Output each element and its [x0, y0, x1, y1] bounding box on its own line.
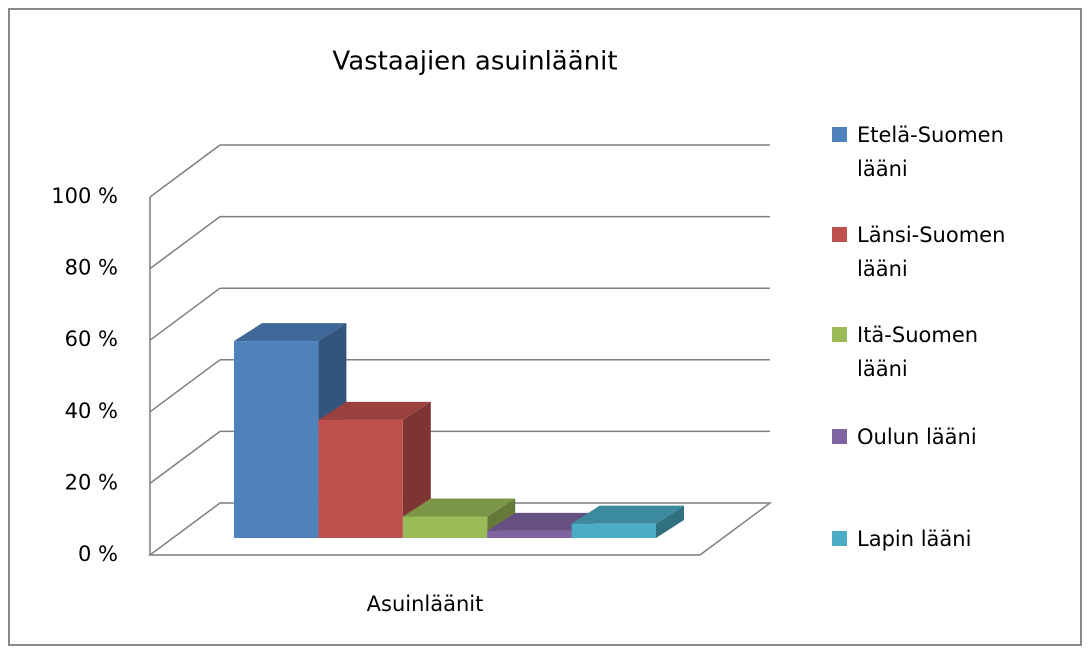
legend-label: Lapin lääni	[857, 527, 972, 551]
chart-border	[8, 8, 1082, 646]
bar	[402, 516, 488, 538]
legend-item: Itä-Suomen lääni	[832, 318, 1032, 386]
legend-label: Etelä-Suomen lääni	[857, 123, 1004, 181]
y-tick-label: 20 %	[65, 470, 118, 494]
bar-top	[571, 505, 684, 524]
legend-item: Etelä-Suomen lääni	[832, 118, 1032, 186]
bar	[487, 530, 572, 538]
legend-swatch	[832, 327, 847, 342]
grid-line	[149, 215, 221, 270]
bar-top	[318, 401, 431, 420]
grid-line	[149, 359, 221, 413]
legend-swatch	[832, 127, 847, 142]
y-tick-label: 0 %	[78, 542, 118, 566]
legend-swatch	[832, 429, 847, 444]
legend-item: Länsi-Suomen lääni	[832, 218, 1032, 286]
grid-line	[149, 144, 221, 198]
bar	[571, 523, 656, 538]
legend-item: Lapin lääni	[832, 522, 1032, 556]
legend-swatch	[832, 227, 847, 242]
y-tick-label: 40 %	[65, 399, 118, 423]
legend-label: Oulun lääni	[857, 425, 977, 449]
bar	[234, 341, 319, 538]
y-tick-label: 80 %	[65, 256, 118, 280]
bar-side	[656, 505, 684, 538]
floor	[147, 502, 773, 556]
bar-top	[234, 323, 347, 342]
legend-label: Itä-Suomen lääni	[857, 323, 979, 381]
grid-line	[149, 287, 221, 341]
legend-label: Länsi-Suomen lääni	[857, 223, 1006, 281]
y-tick-label: 100 %	[51, 184, 118, 208]
legend-item: Oulun lääni	[832, 420, 1032, 454]
x-axis-label: Asuinläänit	[367, 592, 484, 616]
chart-title: Vastaajien asuinläänit	[332, 47, 617, 77]
bar-top	[487, 512, 600, 531]
y-tick-label: 60 %	[65, 327, 118, 351]
bar	[318, 419, 403, 538]
bar-top	[402, 498, 516, 517]
legend-swatch	[832, 531, 847, 546]
grid-line	[149, 430, 221, 485]
